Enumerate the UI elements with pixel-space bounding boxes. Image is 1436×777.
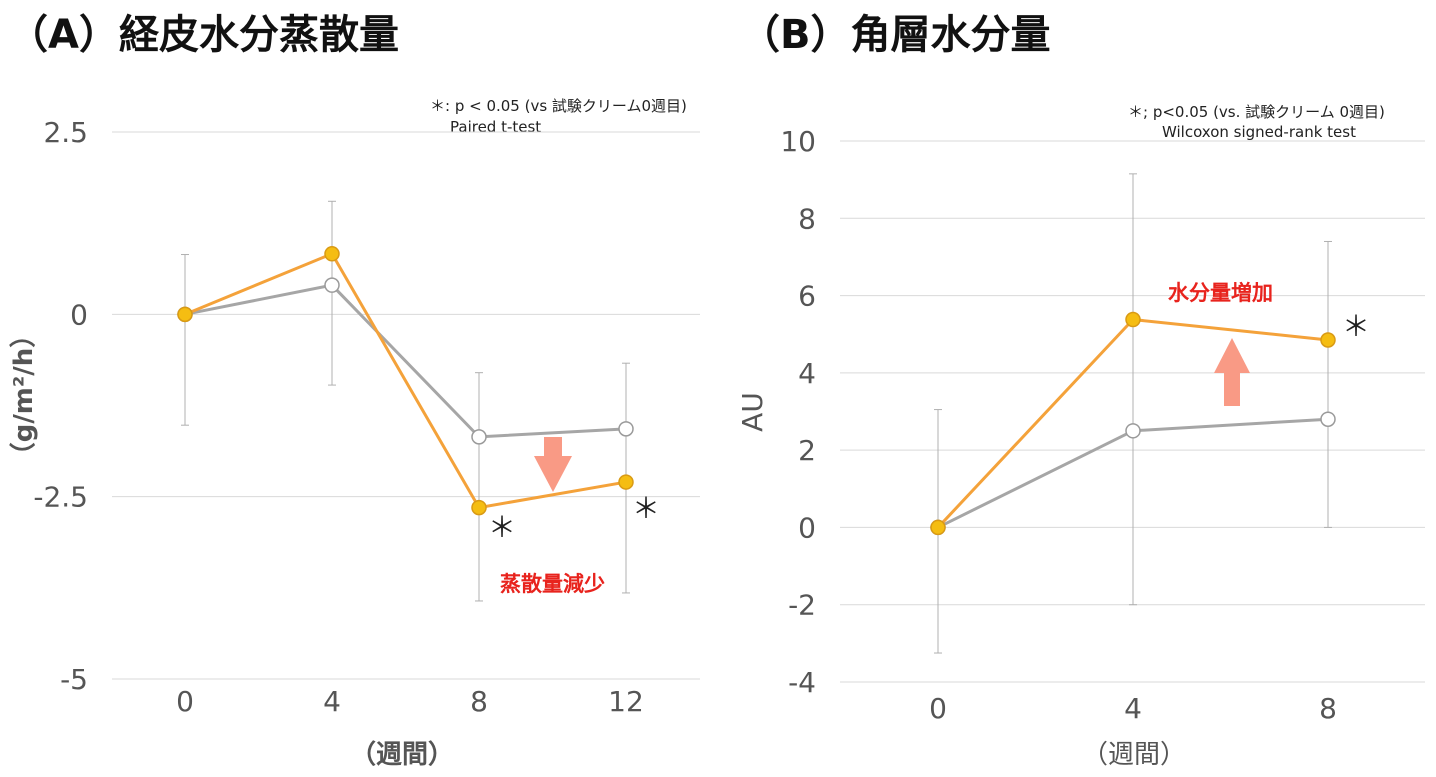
series-line [184,283,627,439]
y-tick-label: 2.5 [43,116,88,149]
x-tick-label: 8 [1319,692,1337,725]
y-tick-label: -4 [788,666,816,699]
x-tick-label: 8 [470,685,488,718]
panel-a-points [177,246,634,516]
data-point [471,499,487,516]
panel-a-y-axis-label: （g/m²/h） [9,322,39,469]
data-point [1125,423,1141,439]
panel-a-significance-mark-week12: ＊ [632,492,660,525]
panel-b-significance-mark-week8: ＊ [1342,310,1370,343]
panel-b-note-line2: Wilcoxon signed-rank test [1162,123,1356,141]
panel-b-annotation: 水分量増加 [1168,281,1273,305]
data-point [930,519,946,536]
y-tick-label: 0 [798,511,816,544]
panel-b-x-axis-label: （週間） [1082,740,1186,770]
panel-a-annotation: 蒸散量減少 [500,572,605,596]
y-tick-label: -5 [60,663,88,696]
panel-b-note-line1: ＊; p<0.05 (vs. 試験クリーム 0週目) [1128,103,1385,121]
panel-a-x-ticks: 0 4 8 12 [176,685,644,718]
y-tick-label: 6 [798,280,816,313]
data-point [177,306,193,323]
panel-b-title: （B）角層水分量 [740,12,1051,58]
panel-a-x-axis-label: （週間） [350,740,454,770]
y-tick-label: 4 [798,357,816,390]
data-point [324,277,340,293]
panel-b-points [930,311,1336,536]
data-point [324,246,340,262]
panel-b-y-axis-label: AU [736,392,769,432]
data-point [618,421,634,437]
series-line [184,251,627,510]
x-tick-label: 12 [608,685,644,718]
y-tick-label: 0 [70,298,88,331]
panel-b-error-bars [934,173,1332,654]
panel-b: （B）角層水分量 ＊; p<0.05 (vs. 試験クリーム 0週目) Wilc… [736,12,1425,770]
x-tick-label: 4 [1124,692,1142,725]
x-tick-label: 0 [176,685,194,718]
y-tick-label: -2.5 [33,481,88,514]
panel-a-note-line2: Paired t-test [450,118,541,136]
data-point [1125,311,1141,328]
x-tick-label: 0 [929,692,947,725]
y-tick-label: -2 [788,589,816,622]
panel-a-title: （A）経皮水分蒸散量 [8,12,399,58]
panel-a: （A）経皮水分蒸散量 ＊: p < 0.05 (vs 試験クリーム0週目) Pa… [8,12,700,770]
panel-a-lines [184,251,627,510]
panel-a-note-line1: ＊: p < 0.05 (vs 試験クリーム0週目) [430,97,687,115]
panel-b-up-arrow [1214,338,1250,406]
data-point [1320,332,1336,348]
y-tick-label: 10 [780,125,816,158]
data-point [1320,411,1336,427]
panel-b-y-ticks: 10 8 6 4 2 0 -2 -4 [780,125,816,699]
y-tick-label: 8 [798,202,816,235]
data-point [618,474,634,490]
data-point [471,429,487,445]
panel-a-significance-mark-week8: ＊ [488,511,516,544]
panel-a-y-ticks: 2.5 0 -2.5 -5 [33,116,88,696]
y-tick-label: 2 [798,434,816,467]
x-tick-label: 4 [323,685,341,718]
panel-b-x-ticks: 0 4 8 [929,692,1337,725]
panel-a-error-bars [181,200,630,602]
panel-a-down-arrow [534,437,572,492]
panel-a-gridlines [112,131,700,680]
